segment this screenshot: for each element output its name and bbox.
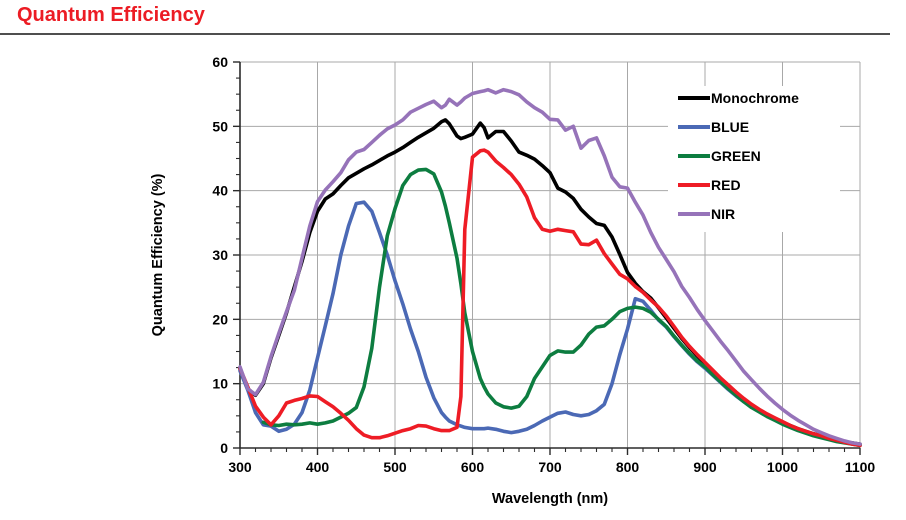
x-tick-label: 700 <box>538 459 562 475</box>
x-tick-label: 800 <box>616 459 640 475</box>
y-tick-label: 10 <box>212 376 228 392</box>
y-tick-label: 40 <box>212 183 228 199</box>
x-tick-label: 400 <box>306 459 330 475</box>
legend-label-red: RED <box>711 177 741 193</box>
curve-green <box>261 167 862 448</box>
grid-layer <box>240 61 861 448</box>
legend-box <box>668 86 840 232</box>
curve-nir <box>238 87 862 446</box>
curve-layer <box>238 87 862 448</box>
page-title: Quantum Efficiency <box>17 4 205 26</box>
x-tick-label: 500 <box>383 459 407 475</box>
x-tick-label: 1000 <box>767 459 798 475</box>
y-tick-label: 50 <box>212 118 228 134</box>
y-tick-label: 0 <box>220 440 228 456</box>
y-tick-label: 20 <box>212 311 228 327</box>
legend-label-green: GREEN <box>711 148 761 164</box>
x-tick-label: 900 <box>693 459 717 475</box>
legend-label-blue: BLUE <box>711 119 749 135</box>
x-tick-label: 600 <box>461 459 485 475</box>
legend-label-monochrome: Monochrome <box>711 90 799 106</box>
axis-layer: 300 400 500 600 700 800 900 1000 1100 0 10 20 30 40 50… <box>212 54 875 475</box>
x-tick-label: 1100 <box>845 459 876 475</box>
y-axis-title: Quantum Efficiency (%) <box>150 173 166 336</box>
title-rule <box>0 33 890 35</box>
curve-red <box>238 148 862 448</box>
y-tick-label: 60 <box>212 54 228 70</box>
x-tick-label: 300 <box>228 459 252 475</box>
y-tick-label: 30 <box>212 247 228 263</box>
legend-label-nir: NIR <box>711 206 735 222</box>
legend-layer: Monochrome BLUE GREEN RED NIR <box>668 86 840 232</box>
x-axis-title: Wavelength (nm) <box>492 491 608 507</box>
